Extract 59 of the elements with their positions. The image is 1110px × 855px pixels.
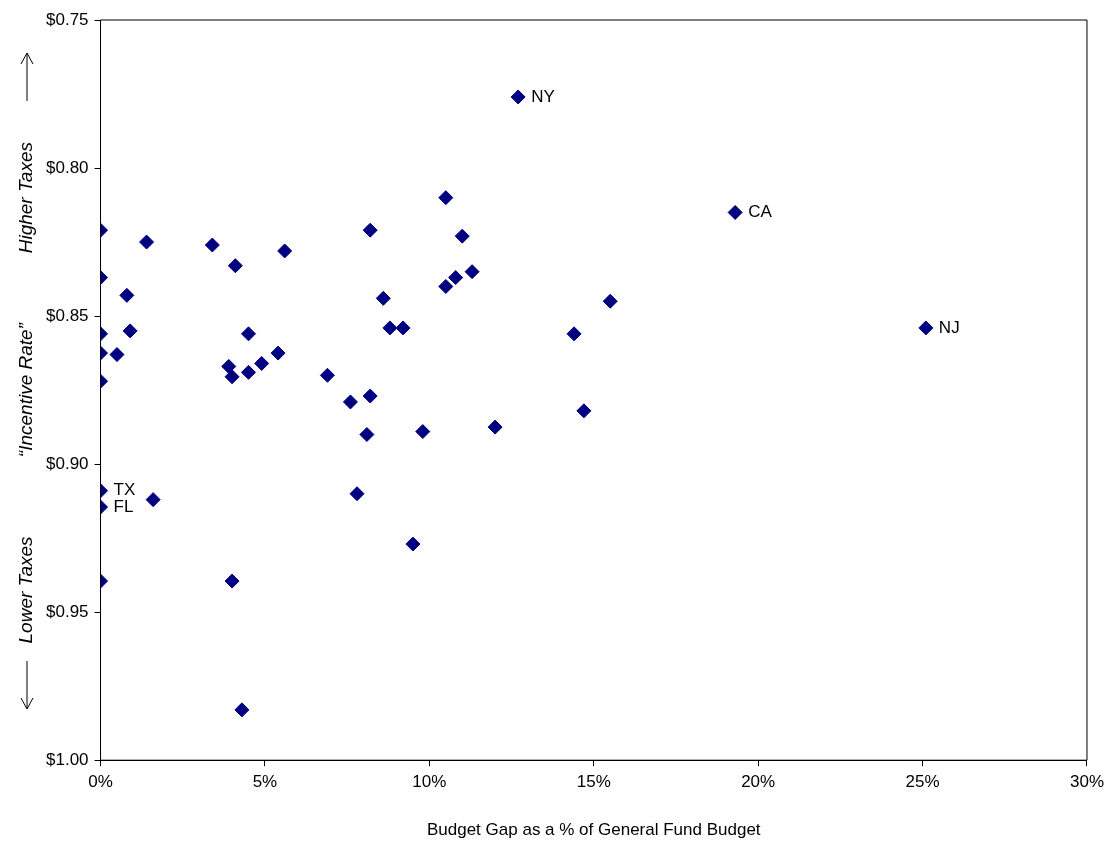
x-tick-label: 20% — [741, 772, 776, 792]
y-tick-label: $0.85 — [45, 305, 89, 325]
point — [576, 403, 592, 419]
point — [241, 364, 257, 380]
point — [349, 486, 365, 502]
point — [454, 228, 470, 244]
x-tick-label: 5% — [252, 772, 278, 792]
y-tick-label: $0.75 — [45, 9, 89, 29]
point — [221, 358, 237, 374]
point — [464, 264, 480, 280]
point — [395, 320, 411, 336]
point — [510, 89, 526, 105]
x-tick-label: 0% — [88, 772, 113, 792]
point — [227, 258, 243, 274]
point — [487, 419, 503, 435]
point — [342, 394, 358, 410]
point — [241, 326, 257, 342]
point — [109, 347, 125, 363]
annotation: NY — [531, 86, 555, 106]
text: Higher Taxes — [15, 141, 37, 254]
point — [727, 204, 743, 220]
point — [438, 190, 454, 206]
point — [415, 424, 431, 440]
point — [362, 388, 378, 404]
annotation: CA — [748, 202, 773, 222]
point — [145, 492, 161, 508]
y-tick-label: $0.90 — [45, 453, 89, 473]
point — [602, 293, 618, 309]
point — [319, 367, 335, 383]
point — [359, 427, 375, 443]
point — [277, 243, 293, 259]
point — [119, 287, 135, 303]
point — [405, 536, 421, 552]
x-tick-label: 30% — [1069, 772, 1104, 792]
y-tick-label: $0.80 — [45, 157, 89, 177]
point — [224, 369, 240, 385]
point — [139, 234, 155, 250]
point — [204, 237, 220, 253]
y-tick-label: $0.95 — [45, 601, 89, 621]
point — [382, 320, 398, 336]
point — [122, 323, 138, 339]
x-tick-label: 15% — [576, 772, 611, 792]
point — [224, 573, 240, 589]
point — [362, 222, 378, 238]
text: Lower Taxes — [15, 535, 37, 644]
point — [375, 290, 391, 306]
x-tick-label: 25% — [905, 772, 940, 792]
point — [438, 278, 454, 294]
point — [448, 270, 464, 286]
x-axis-title: Budget Gap as a % of General Fund Budget — [426, 820, 761, 840]
annotation: NJ — [938, 317, 960, 337]
point — [918, 320, 934, 336]
y-axis-title: “Incentive Rate” — [15, 321, 37, 458]
x-tick-label: 10% — [412, 772, 447, 792]
point — [234, 702, 250, 718]
point — [566, 326, 582, 342]
point — [254, 355, 270, 371]
y-tick-label: $1.00 — [45, 749, 89, 769]
point — [270, 345, 286, 361]
